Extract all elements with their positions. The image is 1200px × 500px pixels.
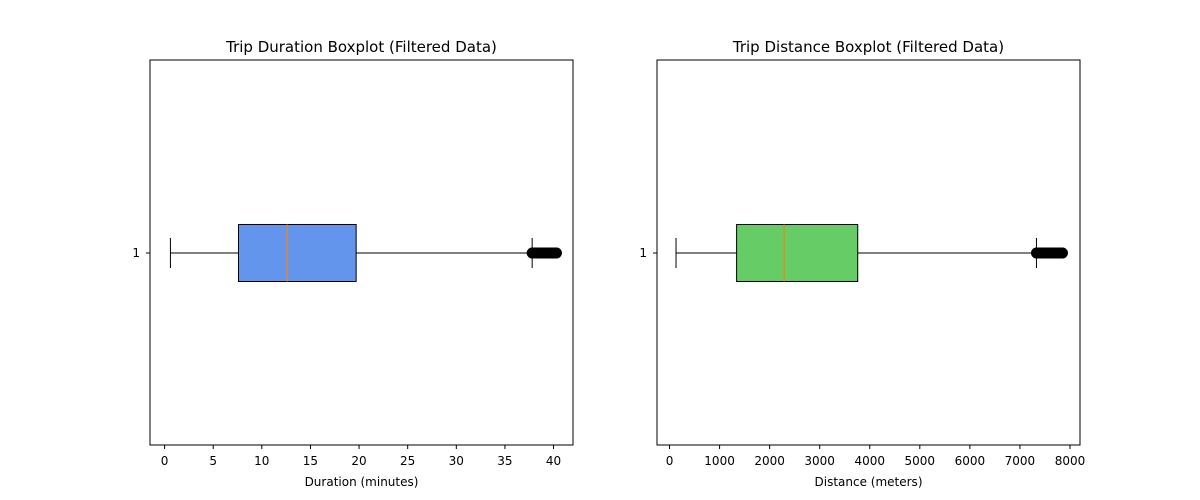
- duration-outlier-point: [550, 247, 562, 259]
- duration-x-tick-label: 30: [449, 454, 464, 468]
- distance-x-tick-label: 7000: [1005, 454, 1036, 468]
- duration-y-tick-label: 1: [132, 246, 140, 260]
- distance-x-tick-label: 0: [666, 454, 674, 468]
- distance-x-tick-label: 6000: [955, 454, 986, 468]
- distance-outlier-point: [1056, 247, 1068, 259]
- duration-x-tick-label: 10: [254, 454, 269, 468]
- duration-x-tick-label: 5: [209, 454, 217, 468]
- duration-x-tick-label: 20: [351, 454, 366, 468]
- duration-x-tick-label: 15: [303, 454, 318, 468]
- duration-x-tick-label: 25: [400, 454, 415, 468]
- duration-x-tick-label: 0: [161, 454, 169, 468]
- distance-x-tick-label: 4000: [854, 454, 885, 468]
- distance-x-tick-label: 3000: [804, 454, 835, 468]
- distance-x-tick-label: 8000: [1055, 454, 1086, 468]
- distance-chart-title: Trip Distance Boxplot (Filtered Data): [732, 38, 1004, 56]
- distance-x-tick-label: 2000: [754, 454, 785, 468]
- distance-boxplot-panel: Trip Distance Boxplot (Filtered Data) Dis…: [639, 38, 1085, 489]
- distance-x-tick-label: 5000: [905, 454, 936, 468]
- duration-chart-title: Trip Duration Boxplot (Filtered Data): [225, 38, 497, 56]
- duration-x-axis-label: Duration (minutes): [305, 475, 419, 489]
- duration-iqr-box: [237, 224, 357, 282]
- duration-x-tick-label: 35: [497, 454, 512, 468]
- distance-iqr-box: [736, 224, 859, 282]
- distance-x-axis-label: Distance (meters): [815, 475, 923, 489]
- distance-y-tick-label: 1: [639, 246, 647, 260]
- duration-x-tick-label: 40: [546, 454, 561, 468]
- duration-boxplot-panel: Trip Duration Boxplot (Filtered Data) Dur…: [132, 38, 574, 489]
- distance-x-tick-label: 1000: [704, 454, 735, 468]
